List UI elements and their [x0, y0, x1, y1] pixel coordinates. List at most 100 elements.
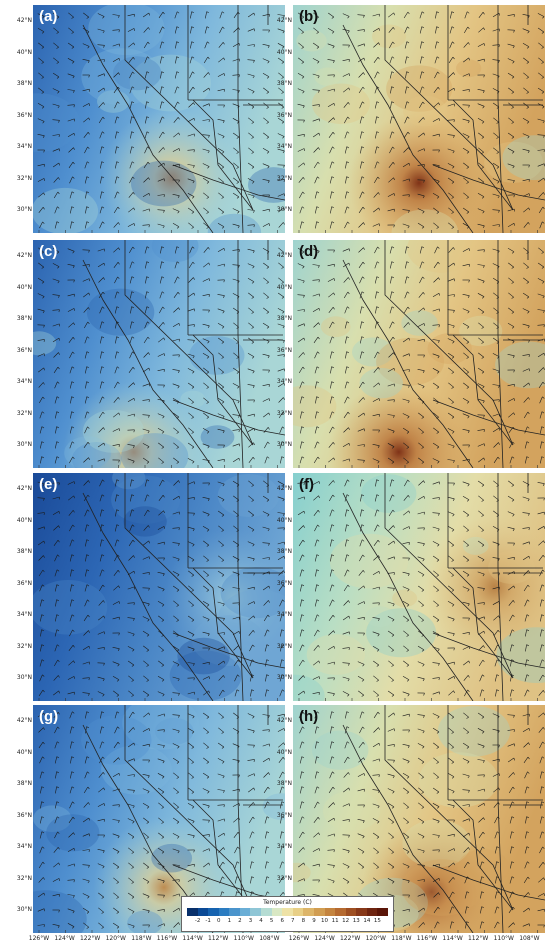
map-panel-f: (f) — [293, 473, 545, 701]
colorbar-swatch — [356, 908, 368, 916]
colorbar-swatch — [345, 908, 357, 916]
latitude-label: 32°N — [16, 409, 32, 417]
map-field — [33, 473, 285, 701]
panel-label: (c) — [39, 243, 58, 260]
colorbar-swatch — [292, 908, 304, 916]
longitude-label: 112°W — [207, 935, 229, 942]
colorbar-swatch — [366, 908, 378, 916]
latitude-label: 38°N — [276, 315, 292, 322]
latitude-label: 30°N — [16, 906, 32, 913]
colorbar-swatch — [335, 908, 347, 916]
temperature-colorbar: Temperature (C) -2 -1 0 1 2 3 4 5 6 7 8 9 10 11 12 13 14… — [181, 896, 394, 932]
map-panel-e: (e) — [33, 473, 285, 701]
map-field — [33, 5, 285, 233]
map-panel-a: (a) — [33, 5, 285, 233]
longitude-label: 126°W — [288, 935, 310, 942]
latitude-label: 34°N — [276, 378, 292, 385]
latitude-label: 40°N — [276, 748, 292, 756]
latitude-label: 30°N — [276, 674, 292, 681]
colorbar-tick-label: 1 — [227, 918, 232, 924]
longitude-label: 110°W — [233, 935, 254, 942]
colorbar-tick-label: 11 — [331, 918, 339, 924]
latitude-label: 34°N — [16, 378, 32, 385]
latitude-label: 40°N — [276, 516, 292, 524]
colorbar-swatch — [313, 908, 326, 916]
latitude-label: 36°N — [276, 111, 292, 119]
latitude-label: 42°N — [16, 717, 32, 724]
longitude-label: 116°W — [156, 935, 178, 942]
latitude-label: 36°N — [16, 811, 32, 819]
longitude-label: 112°W — [467, 935, 489, 942]
latitude-label: 36°N — [16, 111, 32, 119]
longitude-label: 118°W — [131, 935, 152, 942]
colorbar-tick-label: 10 — [321, 918, 329, 924]
latitude-label: 40°N — [276, 283, 292, 291]
colorbar-tick-label: 7 — [291, 918, 295, 924]
map-field — [293, 5, 545, 233]
colorbar-swatch — [229, 908, 241, 916]
colorbar-tick-label: 9 — [312, 918, 316, 924]
latitude-label: 40°N — [16, 516, 32, 524]
longitude-label: 114°W — [442, 935, 463, 942]
longitude-label: 116°W — [416, 935, 438, 942]
colorbar-swatch — [187, 908, 199, 916]
colorbar-swatch — [261, 908, 273, 916]
latitude-label: 34°N — [276, 143, 292, 150]
colorbar-swatch — [282, 908, 294, 916]
latitude-label: 42°N — [276, 485, 292, 492]
latitude-label: 32°N — [16, 174, 32, 182]
panel-label: (h) — [299, 708, 319, 725]
colorbar-tick-label: 5 — [269, 918, 274, 924]
colorbar-tick-label: 15 — [373, 918, 381, 924]
latitude-label: 32°N — [276, 642, 292, 650]
panel-label: (b) — [299, 8, 319, 25]
latitude-label: 34°N — [16, 843, 32, 850]
latitude-label: 38°N — [16, 780, 32, 787]
latitude-label: 36°N — [276, 579, 292, 587]
colorbar-swatch — [239, 908, 251, 916]
latitude-label: 42°N — [276, 17, 292, 24]
longitude-label: 124°W — [314, 935, 335, 942]
colorbar-swatch — [377, 908, 389, 916]
colorbar-title: Temperature (C) — [263, 899, 312, 906]
longitude-label: 108°W — [259, 935, 280, 942]
map-field — [33, 240, 285, 468]
latitude-label: 34°N — [16, 611, 32, 618]
longitude-label: 122°W — [339, 935, 361, 942]
latitude-label: 36°N — [276, 811, 292, 819]
map-field — [293, 240, 545, 468]
colorbar-tick-label: 4 — [259, 918, 263, 924]
latitude-label: 40°N — [16, 283, 32, 291]
latitude-label: 36°N — [16, 346, 32, 354]
latitude-label: 38°N — [16, 315, 32, 322]
latitude-label: 30°N — [276, 206, 292, 213]
colorbar-tick-label: 8 — [301, 918, 306, 924]
map-field — [33, 705, 285, 933]
latitude-label: 42°N — [16, 252, 32, 259]
colorbar-swatch — [208, 908, 220, 916]
colorbar-swatch — [303, 908, 315, 916]
latitude-label: 36°N — [16, 579, 32, 587]
latitude-label: 34°N — [276, 843, 292, 850]
colorbar-tick-label: 0 — [216, 918, 221, 924]
latitude-label: 32°N — [276, 874, 292, 882]
map-panel-c: (c) — [33, 240, 285, 468]
latitude-label: 42°N — [16, 17, 32, 24]
latitude-label: 40°N — [16, 48, 32, 56]
colorbar-tick-label: -1 — [205, 918, 211, 924]
colorbar-swatch — [218, 908, 230, 916]
colorbar-tick-label: 14 — [363, 918, 371, 924]
colorbar-tick-label: 13 — [352, 918, 360, 924]
latitude-label: 30°N — [16, 441, 32, 448]
colorbar-tick-label: 12 — [342, 918, 350, 924]
latitude-label: 42°N — [276, 717, 292, 724]
longitude-label: 108°W — [519, 935, 540, 942]
map-panel-g: (g) — [33, 705, 285, 933]
latitude-label: 32°N — [16, 874, 32, 882]
latitude-label: 30°N — [16, 674, 32, 681]
latitude-label: 40°N — [276, 48, 292, 56]
latitude-label: 38°N — [16, 80, 32, 87]
longitude-label: 120°W — [105, 935, 126, 942]
longitude-label: 126°W — [28, 935, 50, 942]
colorbar-swatch — [324, 908, 336, 916]
